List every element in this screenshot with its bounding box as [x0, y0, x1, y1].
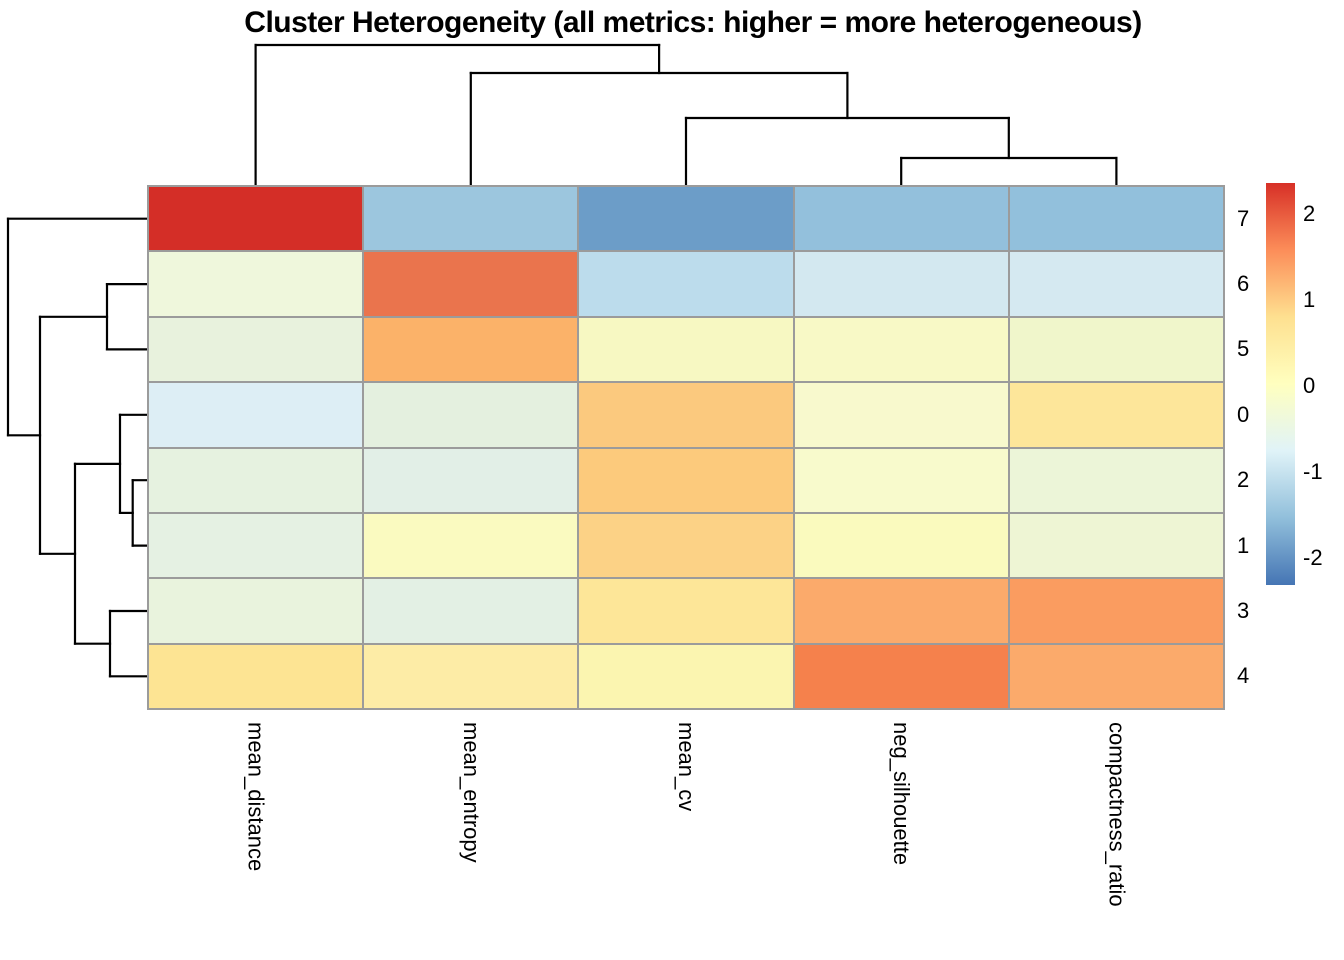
heatmap-cell — [149, 252, 363, 316]
row-label: 7 — [1237, 205, 1250, 231]
heatmap-cell — [794, 317, 1008, 382]
heatmap-cell — [579, 252, 793, 316]
heatmap-cell — [794, 644, 1008, 708]
column-label: mean_distance — [243, 722, 269, 872]
heatmap-cell — [1009, 513, 1223, 578]
heatmap-cell — [149, 513, 363, 578]
heatmap-cell — [364, 252, 578, 316]
row-label: 1 — [1237, 532, 1250, 558]
heatmap-cell — [579, 448, 793, 512]
legend-tick-label: -1 — [1303, 459, 1323, 484]
heatmap-cell — [794, 383, 1008, 447]
heatmap-cell — [579, 317, 793, 382]
legend-tick-label: 0 — [1303, 373, 1316, 398]
heatmap-cell — [364, 383, 578, 447]
column-label: neg_silhouette — [889, 722, 915, 866]
heatmap-cell — [579, 579, 793, 643]
heatmap-cell — [794, 187, 1008, 251]
heatmap-cell — [579, 187, 793, 251]
heatmap-cell — [794, 448, 1008, 512]
column-label: compactness_ratio — [1104, 722, 1130, 907]
column-label: mean_cv — [674, 722, 699, 812]
column-label: mean_entropy — [458, 722, 484, 863]
heatmap-cell — [149, 448, 363, 512]
heatmap-cell — [1009, 317, 1223, 382]
row-label: 3 — [1237, 597, 1250, 623]
heatmap-cell — [364, 317, 578, 382]
heatmap-cell — [149, 644, 363, 708]
row-label: 4 — [1237, 663, 1250, 689]
legend-tick-label: -2 — [1303, 545, 1323, 570]
heatmap-cell — [364, 579, 578, 643]
heatmap-cell — [579, 513, 793, 578]
heatmap-cell — [149, 317, 363, 382]
heatmap-cell — [149, 187, 363, 251]
heatmap-cell — [1009, 644, 1223, 708]
heatmap-cell — [794, 579, 1008, 643]
heatmap-cell — [1009, 579, 1223, 643]
heatmap-cell — [149, 579, 363, 643]
heatmap-cell — [579, 644, 793, 708]
row-label: 5 — [1237, 336, 1250, 362]
heatmap-cell — [1009, 383, 1223, 447]
legend-gradient-bar — [1266, 183, 1295, 585]
chart-title: Cluster Heterogeneity (all metrics: high… — [244, 6, 1142, 39]
heatmap-cell — [364, 187, 578, 251]
heatmap-cell — [579, 383, 793, 447]
heatmap-cell — [794, 513, 1008, 578]
row-label: 2 — [1237, 467, 1250, 493]
heatmap-grid — [147, 185, 1225, 710]
row-dendrogram — [6, 217, 149, 678]
heatmap-cell — [364, 513, 578, 578]
column-dendrogram — [254, 43, 1118, 187]
legend-tick-label: 2 — [1303, 201, 1316, 226]
heatmap-cell — [364, 448, 578, 512]
legend-tick-label: 1 — [1303, 287, 1316, 312]
heatmap-cell — [1009, 252, 1223, 316]
heatmap-cell — [1009, 187, 1223, 251]
row-label: 6 — [1237, 271, 1250, 297]
row-label: 0 — [1237, 401, 1250, 427]
heatmap-cell — [1009, 448, 1223, 512]
heatmap-cell — [149, 383, 363, 447]
heatmap-cell — [794, 252, 1008, 316]
heatmap-cell — [364, 644, 578, 708]
